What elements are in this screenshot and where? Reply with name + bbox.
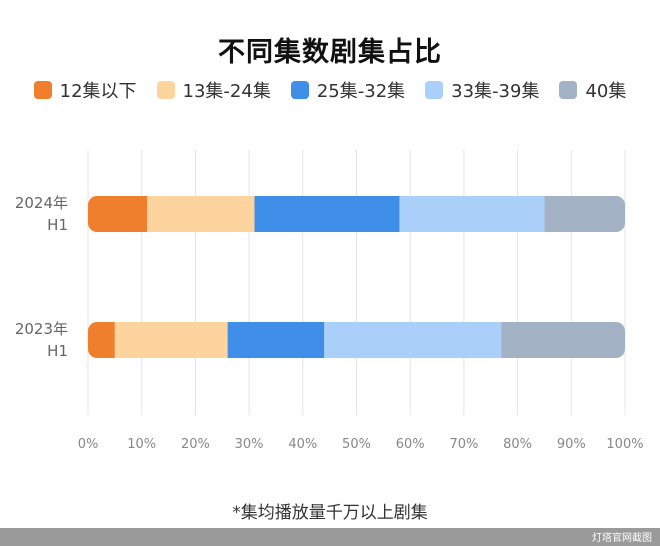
x-tick-label: 0% (78, 437, 99, 452)
x-tick-label: 90% (557, 437, 586, 452)
x-tick-label: 10% (127, 437, 156, 452)
bar-segment (147, 196, 255, 232)
legend-item: 33集-39集 (425, 77, 539, 103)
legend-swatch (290, 81, 309, 99)
source-credit: 灯塔官网截图 (592, 533, 652, 544)
bottom-bar: 灯塔官网截图 (0, 528, 660, 546)
legend-swatch (156, 81, 175, 99)
legend-label: 25集-32集 (316, 81, 406, 102)
legend-label: 13集-24集 (182, 81, 271, 102)
legend-label: 40集 (585, 81, 627, 102)
x-tick-label: 30% (235, 437, 264, 452)
x-tick-label: 80% (503, 437, 532, 452)
bar-segment (254, 196, 400, 232)
legend-item: 12集以下 (33, 77, 137, 103)
bar-segment (399, 196, 545, 232)
bar-segment (227, 322, 325, 358)
footnote: *集均播放量千万以上剧集 (232, 503, 428, 523)
bar-segment (544, 196, 625, 232)
bar-segment (88, 196, 148, 232)
bar-segment (324, 322, 502, 358)
x-tick-label: 100% (606, 437, 643, 452)
stacked-bar (88, 196, 625, 232)
bar-segment (501, 322, 625, 358)
x-tick-label: 60% (396, 437, 425, 452)
legend-item: 25集-32集 (290, 77, 406, 103)
legend-swatch (425, 81, 444, 99)
category-label: 2023年 H1 (15, 320, 68, 360)
legend: 12集以下 13集-24集 25集-32集 33集-39集 40集 (0, 77, 660, 103)
legend-item: 13集-24集 (156, 77, 271, 103)
legend-label: 33集-39集 (451, 81, 540, 102)
stacked-bar (88, 322, 625, 358)
legend-label: 12集以下 (59, 81, 137, 102)
x-tick-label: 20% (181, 437, 210, 452)
x-tick-label: 40% (288, 437, 317, 452)
legend-item: 40集 (559, 77, 626, 103)
x-tick-label: 70% (449, 437, 478, 452)
legend-swatch (559, 81, 578, 99)
bar-segment (88, 322, 115, 358)
bar-segment (114, 322, 228, 358)
category-label: 2024年 H1 (15, 194, 68, 234)
x-tick-label: 50% (342, 437, 371, 452)
chart-title: 不同集数剧集占比 (218, 37, 442, 68)
legend-swatch (33, 81, 52, 99)
